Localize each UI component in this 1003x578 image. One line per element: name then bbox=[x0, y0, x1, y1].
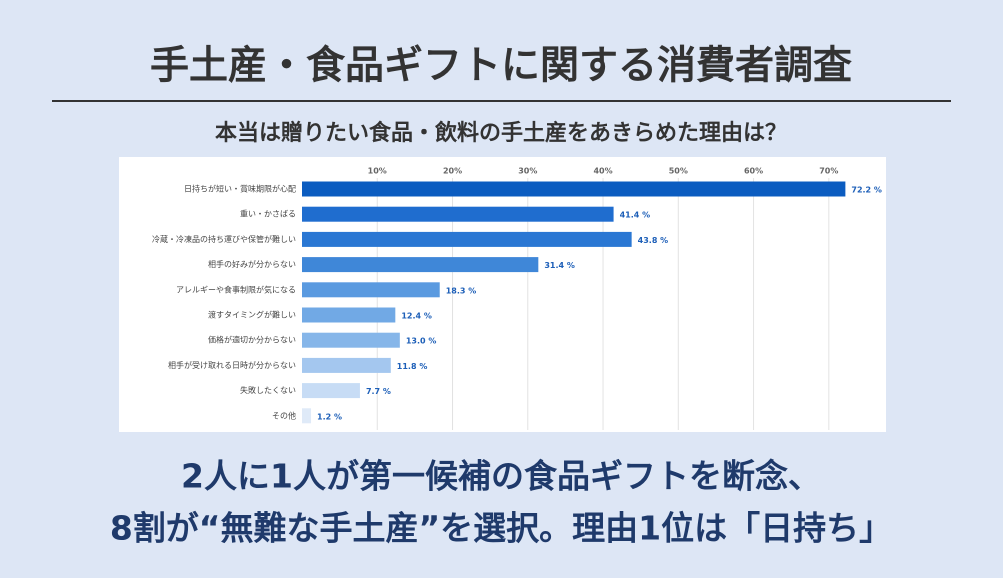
category-label: 相手が受け取れる日時が分からない bbox=[168, 360, 296, 370]
category-label: その他 bbox=[272, 410, 296, 420]
bar bbox=[302, 231, 632, 247]
bar bbox=[302, 357, 391, 373]
category-label: 相手の好みが分からない bbox=[208, 259, 296, 269]
x-tick-label: 50% bbox=[669, 167, 688, 176]
x-tick-label: 10% bbox=[368, 167, 387, 176]
bar bbox=[302, 332, 400, 348]
plot: 10% 20% 30% 40% 50% 60% 70% 日持ちが短い・賞味期限が心配 72.2 … bbox=[152, 167, 882, 430]
subtitle: 本当は贈りたい食品・飲料の手土産をあきらめた理由は？ bbox=[215, 120, 787, 146]
value-label: 13.0 % bbox=[406, 337, 437, 346]
x-tick-label: 40% bbox=[593, 167, 612, 176]
category-label: 失敗したくない bbox=[240, 385, 296, 395]
bar bbox=[302, 408, 312, 424]
value-label: 18.3 % bbox=[446, 286, 477, 295]
value-label: 11.8 % bbox=[397, 362, 428, 371]
headline: 8割が“無難な手土産”を選択。理由1位は「日持ち」 bbox=[110, 509, 892, 548]
value-label: 31.4 % bbox=[544, 261, 575, 270]
category-label: 日持ちが短い・賞味期限が心配 bbox=[184, 184, 296, 194]
bar bbox=[302, 206, 614, 222]
x-tick-label: 60% bbox=[744, 167, 763, 176]
bar bbox=[302, 383, 360, 399]
value-label: 12.4 % bbox=[401, 312, 432, 321]
value-label: 1.2 % bbox=[317, 412, 342, 421]
bar bbox=[302, 282, 440, 298]
x-tick-label: 30% bbox=[518, 167, 537, 176]
bar bbox=[302, 181, 846, 197]
value-label: 41.4 % bbox=[620, 211, 651, 220]
category-label: 渡すタイミングが難しい bbox=[208, 310, 296, 320]
category-label: 価格が適切か分からない bbox=[208, 335, 296, 345]
category-label: 冷蔵・冷凍品の持ち運びや保管が難しい bbox=[152, 234, 296, 244]
headline: 2人に1人が第一候補の食品ギフトを断念、 bbox=[181, 457, 821, 496]
bar bbox=[302, 307, 396, 323]
x-tick-label: 20% bbox=[443, 167, 462, 176]
bar bbox=[302, 257, 539, 273]
x-tick-label: 70% bbox=[819, 167, 838, 176]
category-label: 重い・かさばる bbox=[240, 209, 296, 219]
value-label: 72.2 % bbox=[851, 186, 882, 195]
chart-panel bbox=[119, 157, 886, 432]
value-label: 7.7 % bbox=[366, 387, 391, 396]
page-title: 手土産・食品ギフトに関する消費者調査 bbox=[150, 44, 852, 89]
value-label: 43.8 % bbox=[638, 236, 669, 245]
category-label: アレルギーや食事制限が気になる bbox=[176, 284, 296, 294]
